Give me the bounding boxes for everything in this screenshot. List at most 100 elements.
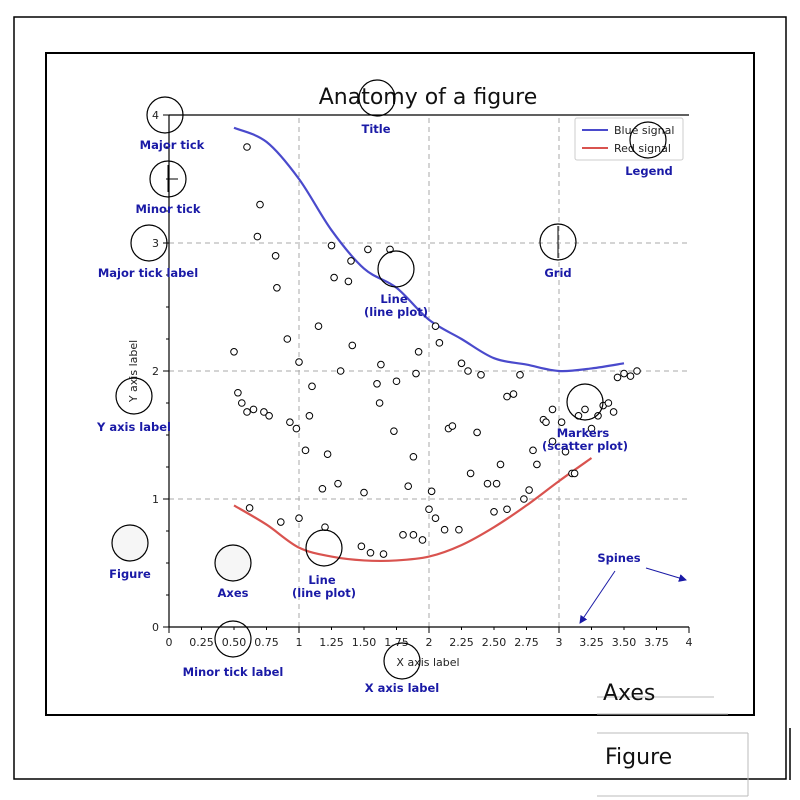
figure-frame-text: Figure [605, 745, 672, 770]
annotation-y-axis-label: Y axis label [96, 420, 171, 434]
y-major-tick-label: 3 [152, 237, 159, 250]
scatter-point [399, 531, 407, 539]
line-blue-circle [377, 250, 415, 288]
legend-circle [629, 121, 667, 159]
legend: Blue signal Red signal [574, 117, 684, 161]
scatter-point [364, 245, 372, 254]
x-minor-tick-label: 2.25 [449, 636, 474, 649]
scatter-point [409, 531, 418, 539]
scatter-point [503, 392, 511, 401]
scatter-point [373, 380, 381, 388]
x-minor-tick-label: 3.25 [579, 636, 604, 649]
annotation-legend: Legend [625, 164, 673, 178]
scatter-point [604, 399, 613, 407]
scatter-point [477, 371, 485, 379]
scatter-point [347, 257, 355, 265]
annotation-markers-line1: Markers [557, 426, 610, 440]
legend-blue-label: Blue signal [614, 124, 674, 137]
annotation-major-tick: Major tick [140, 138, 205, 152]
scatter-point [243, 143, 251, 151]
scatter-point [327, 241, 336, 250]
scatter-point [570, 469, 579, 478]
scatter-point [360, 488, 368, 497]
series-line-0 [233, 126, 625, 373]
y-major-tick-label: 4 [152, 109, 159, 122]
scatter-point [448, 422, 457, 430]
scatter-point [243, 408, 251, 416]
x-minor-tick-label: 1.75 [384, 636, 409, 649]
scatter-point [613, 373, 622, 382]
scatter-point [466, 469, 475, 478]
scatter-point [548, 437, 557, 446]
scatter-point [496, 460, 505, 469]
scatter-point [483, 479, 492, 488]
scatter-point [435, 339, 444, 347]
annotation-line-blue-line1: Line [380, 292, 407, 306]
scatter-point [253, 232, 262, 241]
scatter-point [533, 460, 541, 469]
y-major-tick-label: 0 [152, 621, 159, 634]
scatter-point [503, 505, 511, 514]
scatter-point [425, 505, 433, 514]
scatter-point [581, 405, 589, 414]
x-minor-tick-label: 2.50 [482, 636, 507, 649]
scatter-point [348, 341, 357, 350]
scatter-point [308, 382, 316, 391]
scatter-markers [230, 143, 641, 558]
annotation-figure: Figure [109, 567, 151, 581]
scatter-point [305, 412, 314, 420]
scatter-point [520, 495, 528, 503]
x-major-tick-label: 3 [556, 636, 563, 649]
scatter-point [525, 486, 533, 494]
scatter-point [230, 348, 238, 356]
scatter-point [609, 408, 618, 416]
y-major-tick-label: 1 [152, 493, 159, 506]
x-major-tick-label: 2 [426, 636, 433, 649]
plot-area: 0 1 2 3 4 0.25 0.50 0.75 1.25 1.50 1.75 2.25 2.50 2.7… [152, 109, 693, 649]
scatter-point [256, 200, 264, 209]
y-axis-label-circle [115, 377, 153, 415]
scatter-point [440, 525, 449, 534]
scatter-point [295, 358, 303, 366]
x-minor-tick-label: 1.50 [352, 636, 377, 649]
markers-circle [566, 383, 604, 421]
annotation-line-red-line2: (line plot) [292, 586, 356, 600]
frame-label-figure: Figure [597, 728, 791, 797]
y-axis-label: Y axis label [127, 340, 140, 403]
scatter-point [366, 548, 375, 557]
scatter-point [260, 408, 268, 416]
annotation-x-axis-label: X axis label [365, 681, 440, 695]
scatter-point [336, 367, 345, 375]
scatter-point [431, 514, 440, 523]
x-major-tick-label: 4 [686, 636, 693, 649]
scatter-point [357, 542, 366, 551]
series-line-1 [233, 457, 593, 563]
spines-arrow-bottom [579, 570, 616, 624]
scatter-point [427, 487, 436, 496]
scatter-point [626, 372, 635, 380]
scatter-point [418, 536, 427, 544]
scatter-point [301, 446, 310, 455]
annotation-title: Title [361, 122, 390, 136]
scatter-point [334, 479, 342, 488]
chart-title: Anatomy of a figure [319, 85, 538, 110]
axes-frame-text: Axes [603, 681, 655, 706]
x-minor-tick-label: 0.50 [222, 636, 247, 649]
scatter-point [516, 371, 524, 379]
scatter-point [492, 479, 501, 488]
annotation-minor-tick-label: Minor tick label [183, 665, 284, 679]
annotation-major-tick-label: Major tick label [98, 266, 198, 280]
scatter-point [409, 452, 418, 461]
scatter-point [587, 424, 596, 433]
scatter-point [392, 377, 401, 386]
scatter-point [594, 412, 602, 420]
scatter-point [314, 322, 323, 331]
axes-frame [45, 52, 755, 716]
scatter-point [271, 252, 280, 260]
scatter-point [473, 428, 481, 437]
frame-label-axes: Axes [597, 681, 728, 715]
title-circle [358, 79, 396, 117]
scatter-point [431, 322, 440, 331]
scatter-point [234, 388, 242, 397]
